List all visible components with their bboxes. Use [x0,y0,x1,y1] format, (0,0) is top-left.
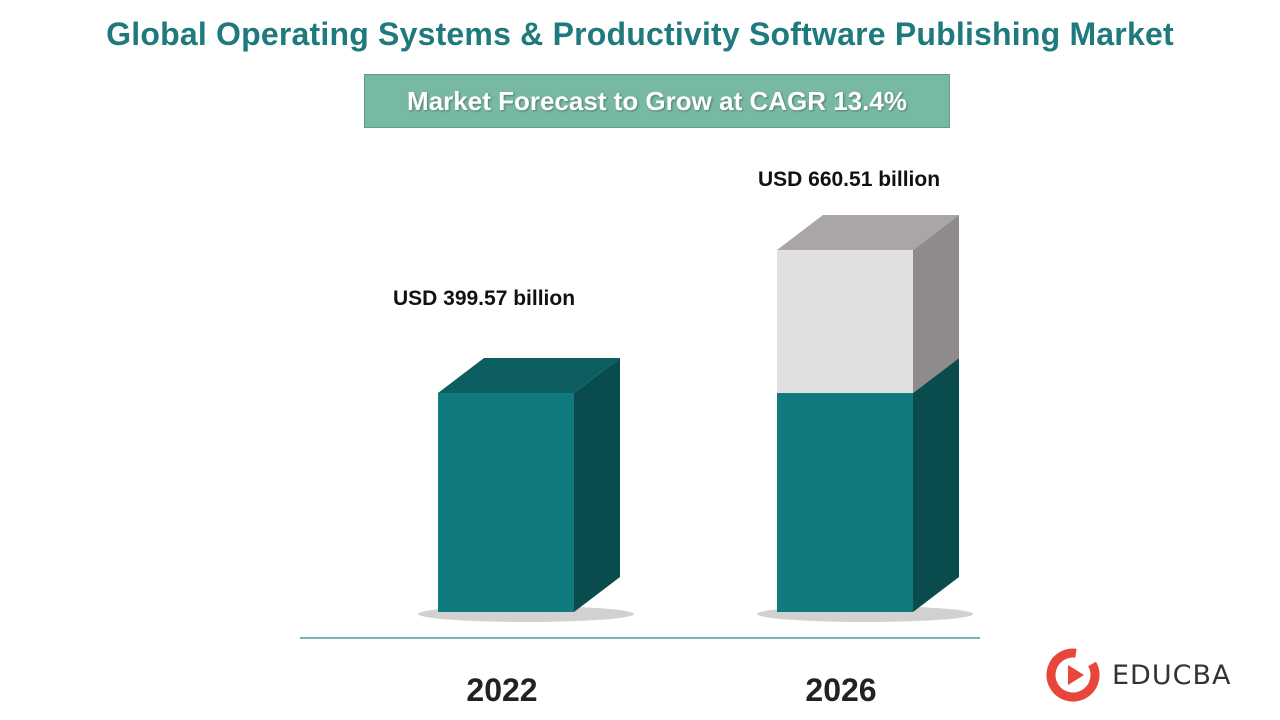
brand-logo: EDUCBA [1044,646,1231,704]
bar-2026-base-front [777,393,913,612]
educba-play-logo-icon [1046,648,1100,702]
chart-title: Global Operating Systems & Productivity … [106,16,1174,52]
cagr-banner-text: Market Forecast to Grow at CAGR 13.4% [407,85,907,116]
x-tick-label-2026: 2026 [805,672,876,708]
bar-2026-growth-side [913,215,959,394]
bar-2026-growth-top [777,215,959,250]
bar-2022-top [438,358,620,394]
bar-2026-growth-front [777,250,913,394]
x-tick-label-2022: 2022 [466,672,537,708]
data-label-2022: USD 399.57 billion [393,287,575,310]
brand-name: EDUCBA [1112,659,1232,691]
data-label-2026: USD 660.51 billion [758,168,940,191]
bar-2022-side [574,358,620,612]
bar-2022-front [438,393,574,612]
bar-2026-base-side [913,358,959,612]
cagr-banner: Market Forecast to Grow at CAGR 13.4% [364,74,950,128]
